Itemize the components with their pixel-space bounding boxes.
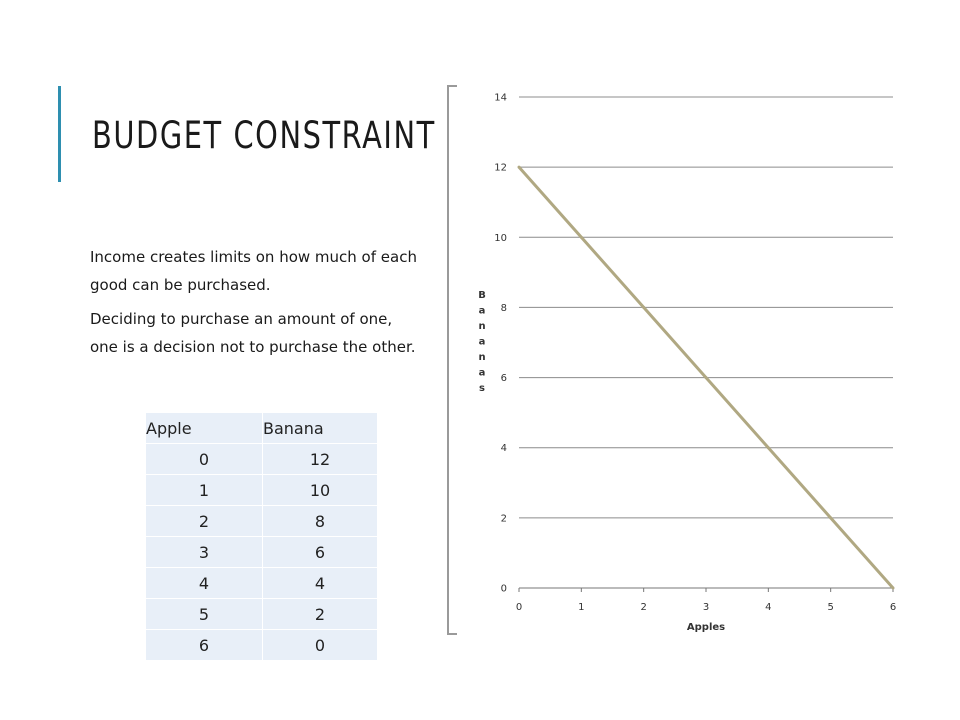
paragraph-decision: Deciding to purchase an amount of one, o… [90,310,416,356]
cell-banana: 12 [262,443,378,475]
y-tick-label: 12 [494,163,507,174]
x-axis-label: Apples [687,622,725,633]
body-text: Income creates limits on how much of eac… [90,243,420,367]
x-tick-label: 4 [765,602,771,613]
y-tick-label: 8 [501,303,507,314]
cell-banana: 4 [262,567,378,599]
cell-apple: 3 [145,536,263,568]
data-point [829,516,833,520]
data-point [704,376,708,380]
y-tick-label: 4 [501,443,507,454]
data-point [766,446,770,450]
y-tick-label: 6 [501,373,507,384]
cell-apple: 6 [145,629,263,661]
y-tick-label: 14 [494,93,507,104]
cell-apple: 4 [145,567,263,599]
y-tick-label: 0 [501,584,507,595]
cell-banana: 8 [262,505,378,537]
table-row: 0 12 [145,443,378,475]
data-point [642,305,646,309]
chart-frame-bracket [447,85,457,635]
cell-banana: 6 [262,536,378,568]
paragraph-income: Income creates limits on how much of eac… [90,248,417,294]
data-point [891,586,895,590]
x-tick-label: 5 [827,602,833,613]
y-tick-label: 2 [501,513,507,524]
x-tick-label: 6 [890,602,896,613]
cell-apple: 0 [145,443,263,475]
title-accent-bar [58,86,61,182]
cell-apple: 2 [145,505,263,537]
x-tick-label: 2 [640,602,646,613]
x-tick-label: 3 [703,602,709,613]
x-tick-label: 1 [578,602,584,613]
data-point [579,235,583,239]
cell-banana: 2 [262,598,378,630]
table-row: 1 10 [145,474,378,506]
slide-title: BUDGET CONSTRAINT [92,114,436,157]
cell-banana: 0 [262,629,378,661]
data-point [517,165,521,169]
x-tick-label: 0 [516,602,522,613]
y-tick-label: 10 [494,233,507,244]
cell-apple: 5 [145,598,263,630]
cell-apple: 1 [145,474,263,506]
